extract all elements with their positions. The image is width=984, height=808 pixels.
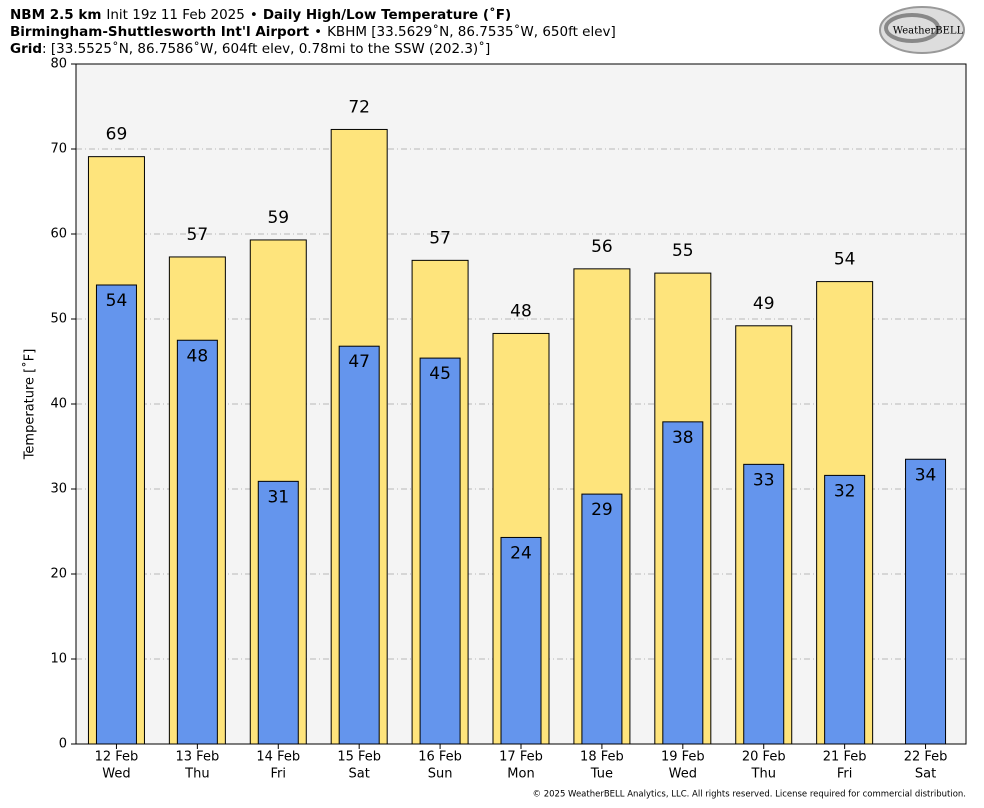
header-line: Birmingham-Shuttlesworth Int'l Airport • K… — [10, 23, 616, 40]
y-tick-label: 80 — [50, 57, 67, 72]
value-label: 55 — [672, 241, 694, 261]
value-label: 31 — [267, 487, 289, 507]
header-part: • — [314, 24, 322, 40]
logo-text: WeatherBELL — [893, 26, 964, 37]
bar — [419, 357, 461, 745]
x-tick-label: 18 Feb — [580, 750, 624, 765]
value-label: 47 — [348, 352, 370, 372]
value-label: 38 — [672, 428, 694, 448]
x-tick-label: 13 Feb — [176, 750, 220, 765]
header-part: NBM 2.5 km — [10, 7, 101, 23]
x-tick-label: 15 Feb — [337, 750, 381, 765]
value-label: 34 — [915, 465, 937, 485]
x-tick-sublabel: Fri — [271, 767, 287, 782]
x-tick-sublabel: Sun — [428, 767, 453, 782]
x-tick-sublabel: Wed — [669, 767, 697, 782]
header-part: • — [250, 7, 258, 23]
y-tick-label: 20 — [50, 567, 67, 582]
x-tick-sublabel: Fri — [837, 767, 853, 782]
bar — [662, 421, 704, 745]
y-axis-label: Temperature [˚F] — [22, 349, 38, 461]
value-label: 56 — [591, 237, 613, 257]
value-label: 54 — [106, 291, 128, 311]
value-label: 69 — [106, 125, 128, 145]
x-tick-label: 19 Feb — [661, 750, 705, 765]
x-tick-label: 22 Feb — [904, 750, 948, 765]
value-label: 33 — [753, 470, 775, 490]
bar — [905, 458, 947, 745]
x-tick-label: 14 Feb — [256, 750, 300, 765]
y-tick-label: 30 — [50, 482, 67, 497]
x-tick-sublabel: Mon — [507, 767, 534, 782]
bar — [743, 463, 785, 745]
value-label: 57 — [429, 228, 451, 248]
value-label: 48 — [187, 346, 209, 366]
bar — [581, 493, 623, 745]
value-label: 32 — [834, 481, 856, 501]
footer: © 2025 WeatherBELL Analytics, LLC. All r… — [533, 790, 966, 800]
x-tick-sublabel: Sat — [349, 767, 370, 782]
x-tick-sublabel: Wed — [102, 767, 130, 782]
value-label: 24 — [510, 543, 532, 563]
y-tick-label: 60 — [50, 227, 67, 242]
header-part: KBHM [33.5629˚N, 86.7535˚W, 650ft elev] — [327, 23, 616, 40]
value-label: 45 — [429, 364, 451, 384]
bar — [95, 284, 137, 745]
x-tick-sublabel: Tue — [590, 767, 613, 782]
header-part: Grid — [10, 41, 42, 57]
value-label: 49 — [753, 294, 775, 314]
y-tick-label: 40 — [50, 397, 67, 412]
bar — [824, 474, 866, 745]
value-label: 72 — [348, 97, 370, 117]
value-label: 29 — [591, 500, 613, 520]
header-part: : [33.5525˚N, 86.7586˚W, 604ft elev, 0.7… — [42, 40, 490, 57]
bar — [257, 480, 299, 745]
bar — [338, 345, 380, 745]
y-tick-label: 50 — [50, 312, 67, 327]
value-label: 59 — [267, 208, 289, 228]
x-tick-sublabel: Thu — [184, 767, 209, 782]
x-tick-label: 21 Feb — [823, 750, 867, 765]
header-part: Init 19z 11 Feb 2025 — [106, 7, 244, 23]
y-tick-label: 10 — [50, 652, 67, 667]
value-label: 57 — [187, 225, 209, 245]
header-part: Daily High/Low Temperature (˚F) — [263, 6, 511, 23]
x-tick-sublabel: Thu — [751, 767, 776, 782]
x-tick-label: 17 Feb — [499, 750, 543, 765]
x-tick-sublabel: Sat — [915, 767, 936, 782]
y-tick-label: 0 — [59, 737, 67, 752]
bar — [500, 536, 542, 745]
header-line: NBM 2.5 km Init 19z 11 Feb 2025 • Daily Hig… — [10, 6, 511, 23]
header-part: Birmingham-Shuttlesworth Int'l Airport — [10, 24, 310, 40]
x-tick-label: 20 Feb — [742, 750, 786, 765]
bar — [176, 339, 218, 745]
plot-frame — [75, 63, 967, 745]
x-tick-label: 12 Feb — [95, 750, 139, 765]
x-tick-label: 16 Feb — [418, 750, 462, 765]
value-label: 48 — [510, 301, 532, 321]
header-line: Grid: [33.5525˚N, 86.7586˚W, 604ft elev,… — [10, 40, 490, 57]
value-label: 54 — [834, 250, 856, 270]
logo: WeatherBELL — [879, 6, 965, 54]
y-tick-label: 70 — [50, 142, 67, 157]
